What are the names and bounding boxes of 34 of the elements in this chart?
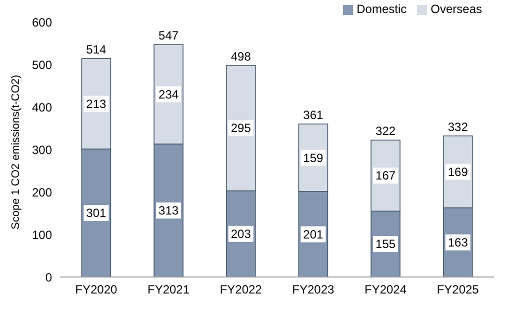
data-label: 301 <box>86 206 107 220</box>
data-label: 295 <box>230 121 252 136</box>
data-label: 234 <box>158 87 179 102</box>
data-label: 163 <box>448 235 468 250</box>
x-tick-label: FY2022 <box>220 282 262 297</box>
y-tick-label: 300 <box>32 142 52 157</box>
data-label: 201 <box>303 227 324 242</box>
x-tick-label: FY2020 <box>75 282 118 297</box>
data-label: 313 <box>158 203 179 218</box>
y-tick-label: 600 <box>32 15 52 30</box>
x-tick-label: FY2021 <box>147 282 190 297</box>
y-tick-label: 400 <box>32 100 52 114</box>
legend-label: Overseas <box>430 2 482 16</box>
data-label: 159 <box>303 150 324 165</box>
x-tick-label: FY2024 <box>364 282 407 297</box>
total-label: 547 <box>158 28 179 43</box>
data-label: 169 <box>448 164 468 179</box>
data-label: 167 <box>376 168 396 183</box>
y-axis-title: Scope 1 CO2 emissions(t-CO2) <box>10 74 22 230</box>
total-label: 361 <box>303 108 324 122</box>
data-label: 213 <box>86 96 107 111</box>
x-tick-label: FY2025 <box>436 282 480 297</box>
y-tick-label: 100 <box>32 228 52 242</box>
total-label: 332 <box>448 120 468 134</box>
total-label: 514 <box>86 42 107 57</box>
y-tick-label: 0 <box>45 270 52 284</box>
y-tick-label: 200 <box>32 185 52 200</box>
x-tick-label: FY2023 <box>292 282 335 297</box>
data-label: 155 <box>376 237 396 252</box>
data-label: 203 <box>230 226 252 241</box>
y-tick-label: 500 <box>32 58 52 72</box>
total-label: 498 <box>230 49 252 64</box>
total-label: 322 <box>376 124 396 138</box>
legend-label: Domestic <box>356 2 407 16</box>
